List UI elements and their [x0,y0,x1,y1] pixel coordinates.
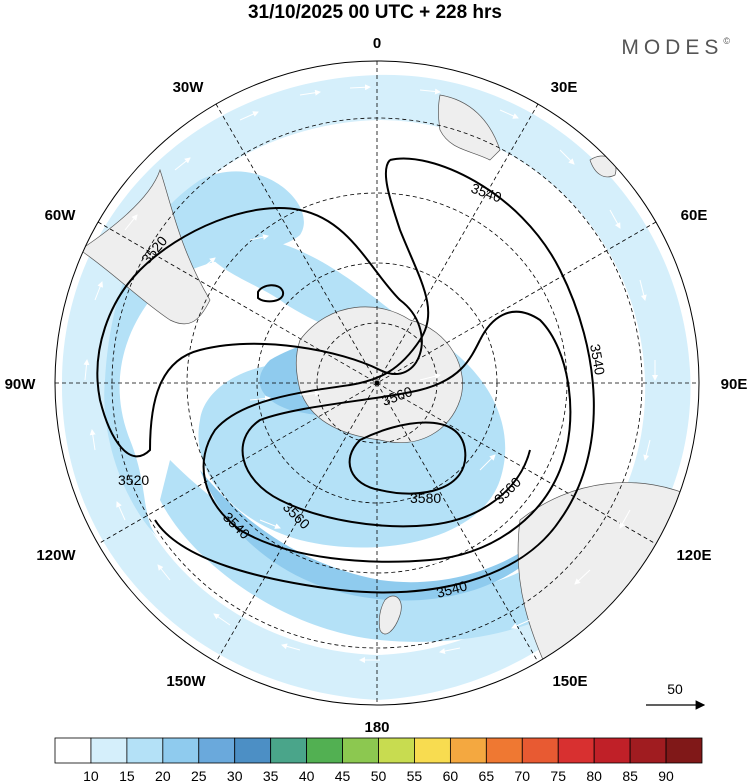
colorbar-swatch [414,737,451,764]
contour-3580 [348,421,467,495]
contour-3540-inner [202,159,572,563]
brand-logo: MODES© [621,36,730,60]
contour-3520 [96,207,423,458]
colorbar-tick-label: 80 [586,768,602,782]
colorbar-swatch [306,737,343,764]
colorbar-swatch [162,737,200,764]
colorbar-tick-label: 55 [407,768,423,782]
colorbar-swatch [198,737,236,764]
colorbar-tick-label: 25 [191,768,207,782]
lon-label-90e: 90E [721,376,748,393]
colorbar-swatch [665,737,703,764]
colorbar-tick-label: 30 [227,768,243,782]
lon-label-60e: 60E [681,207,708,224]
contour-label-3: 3540 [587,343,608,377]
lon-label-120e: 120E [676,547,711,564]
colorbar-swatch [378,737,415,764]
lon-label-30w: 30W [173,79,205,96]
south-america-land [79,168,211,325]
colorbar-tick-label: 35 [263,768,279,782]
colorbar-tick-label: 60 [443,768,459,782]
colorbar-tick-label: 20 [155,768,171,782]
wind-reference-value: 50 [667,681,683,697]
colorbar-tick-label: 10 [83,768,99,782]
lon-label-120w: 120W [36,547,76,564]
colorbar-tick-label: 15 [119,768,135,782]
lon-label-0: 0 [373,35,381,52]
contour-label-5: 3520 [118,472,149,488]
contour-3540-outer [154,157,595,594]
south-pole-marker [374,380,380,386]
brand-text: MODES [621,36,724,59]
copyright-mark: © [723,36,730,46]
australia-land [517,482,699,701]
wind-vectors [83,84,658,663]
colorbar-tick-label: 50 [371,768,387,782]
colorbar-tick-label: 75 [550,768,566,782]
lon-label-150e: 150E [552,673,587,690]
meridian-labels: 0 30E 60E 90E 120E 150E 180 150W 120W 90… [5,35,748,736]
colorbar-swatch [593,737,631,764]
madagascar-land [589,155,617,178]
contour-small-low [257,284,285,303]
colorbar-swatch [449,737,487,764]
new-zealand-land [378,595,402,635]
colorbar-swatch [54,737,92,764]
colorbar-tick-label: 70 [514,768,530,782]
height-contours [96,157,595,594]
colorbar-swatch [521,737,559,764]
colorbar-tick-label: 90 [658,768,674,782]
colorbar-tick-label: 65 [479,768,495,782]
colorbar-swatch [270,737,308,764]
colorbar-swatch [557,737,595,764]
africa-land [438,94,501,161]
colorbar-swatch [342,737,379,764]
colorbar-tick-label: 40 [299,768,315,782]
lon-label-90w: 90W [5,376,37,393]
colorbar-swatch [485,737,523,764]
lon-label-150w: 150W [166,673,206,690]
south-jet-band [160,460,629,642]
contour-label-10: 3540 [435,577,469,601]
lon-label-60w: 60W [45,207,77,224]
colorbar: 10 15 20 25 30 35 40 45 50 55 60 65 70 75 80 85 90 [54,737,703,782]
map-title: 31/10/2025 00 UTC + 228 hrs [247,2,503,23]
lon-label-30e: 30E [551,79,578,96]
colorbar-tick-label: 85 [622,768,638,782]
colorbar-swatch [234,737,272,764]
contour-label-8: 3580 [410,490,441,506]
contour-3560 [241,339,531,528]
lon-label-180: 180 [364,719,389,736]
map-border [54,60,700,706]
colorbar-swatch [629,737,667,764]
colorbar-swatch [90,737,128,764]
colorbar-swatch [126,737,164,764]
south-jet-core [200,470,560,601]
wind-reference: 50 [646,681,706,710]
colorbar-tick-label: 45 [335,768,351,782]
